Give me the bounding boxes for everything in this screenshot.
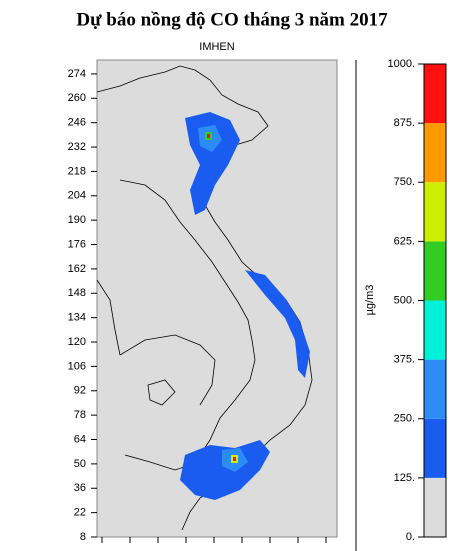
y-tick-label: 218 (68, 165, 86, 177)
colorbar-segment (424, 300, 446, 360)
colorbar-tick-label: 375. (394, 354, 415, 366)
colorbar-tick-label: 125. (394, 472, 415, 484)
colorbar-segment (424, 123, 446, 183)
y-tick-label: 22 (74, 507, 86, 519)
y-tick-label: 260 (68, 92, 86, 104)
colorbar-tick-label: 500. (394, 294, 415, 306)
x-ticks (101, 537, 327, 543)
y-tick-label: 134 (68, 312, 86, 324)
unit-label: µg/m3 (364, 285, 376, 316)
colorbar-tick-label: 750. (394, 176, 415, 188)
y-tick-label: 190 (68, 214, 86, 226)
colorbar-tick-label: 625. (394, 235, 415, 247)
y-tick-label: 246 (68, 117, 86, 129)
colorbar-segment (424, 182, 446, 242)
subtitle: IMHEN (199, 41, 235, 53)
colorbar-segment (424, 241, 446, 301)
y-tick-label: 204 (68, 190, 86, 202)
y-tick-label: 36 (74, 482, 86, 494)
colorbar-tick-label: 250. (394, 413, 415, 425)
concentration-patches (180, 112, 310, 500)
colorbar-tick-label: 875. (394, 117, 415, 129)
y-tick-label: 106 (68, 360, 86, 372)
colorbar-segment (424, 64, 446, 124)
y-tick-label: 274 (68, 68, 86, 80)
y-tick-label: 120 (68, 336, 86, 348)
colorbar-segment (424, 359, 446, 419)
y-tick-label: 78 (74, 409, 86, 421)
colorbar-tick-label: 1000. (387, 58, 415, 70)
y-tick-label: 232 (68, 141, 86, 153)
y-tick-label: 8 (80, 531, 86, 543)
colorbar-tick-label: 0. (406, 531, 415, 543)
title: Dự báo nồng độ CO tháng 3 năm 2017 (76, 9, 388, 30)
colorbar-segment (424, 477, 446, 537)
colorbar-segment (424, 418, 446, 478)
y-tick-label: 148 (68, 287, 86, 299)
y-tick-label: 176 (68, 238, 86, 250)
y-tick-label: 50 (74, 458, 86, 470)
y-tick-label: 92 (74, 385, 86, 397)
y-tick-label: 64 (74, 433, 86, 445)
y-tick-label: 162 (68, 263, 86, 275)
